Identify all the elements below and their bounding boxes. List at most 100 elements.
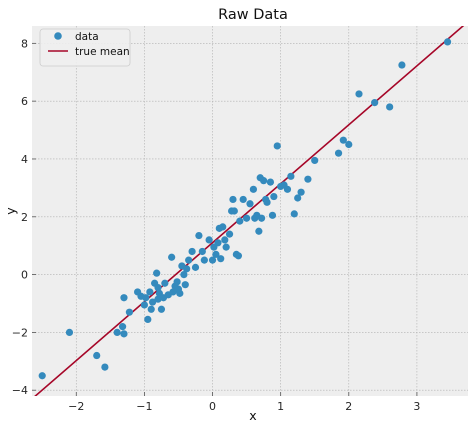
data-point	[157, 305, 166, 313]
y-tick-label: −2	[12, 326, 28, 339]
data-point	[260, 177, 268, 185]
data-point	[214, 239, 222, 247]
data-point	[212, 250, 220, 258]
x-tick-label: −1	[136, 400, 152, 413]
data-point	[263, 198, 271, 206]
data-point	[297, 188, 305, 196]
data-point	[339, 136, 347, 144]
data-point	[283, 185, 292, 193]
data-point	[191, 263, 200, 271]
chart-title: Raw Data	[218, 7, 288, 23]
data-point	[230, 207, 238, 215]
y-axis-label: y	[3, 207, 18, 215]
data-point	[222, 243, 230, 251]
data-point	[119, 323, 127, 331]
y-tick-label: 2	[21, 211, 28, 224]
x-tick-label: 3	[413, 400, 420, 413]
data-point	[168, 253, 176, 261]
data-point	[311, 156, 319, 165]
data-point	[398, 61, 406, 69]
data-point	[93, 351, 101, 360]
y-tick-label: 4	[21, 153, 28, 166]
true-mean-series	[34, 26, 465, 396]
data-point	[185, 256, 193, 264]
data-point	[181, 281, 189, 289]
data-point	[270, 192, 278, 201]
legend-true-mean-label: true mean	[75, 46, 130, 58]
legend-box	[39, 28, 131, 67]
data-point	[345, 140, 353, 149]
data-point	[249, 185, 258, 193]
data-point	[236, 217, 244, 225]
data-point	[180, 270, 188, 279]
data-point	[242, 214, 251, 222]
data-point	[65, 328, 74, 337]
data-point	[386, 103, 394, 111]
data-point	[154, 295, 162, 303]
data-point	[161, 279, 169, 287]
data-point	[183, 265, 191, 273]
y-tick-label: 8	[21, 37, 28, 50]
data-point	[273, 142, 281, 150]
data-point	[371, 99, 379, 107]
data-point	[146, 288, 154, 296]
data-point	[229, 195, 237, 204]
data-point	[125, 308, 134, 316]
data-point	[173, 278, 181, 286]
data-point	[195, 231, 203, 240]
data-point	[219, 223, 227, 231]
data-point	[225, 230, 234, 238]
data-point	[101, 363, 109, 371]
legend: data true mean	[39, 28, 131, 67]
data-point	[334, 149, 343, 157]
data-point	[176, 289, 184, 297]
data-point	[234, 252, 243, 260]
data-point	[246, 200, 254, 208]
x-tick-label: 1	[277, 400, 284, 413]
data-point	[120, 330, 128, 338]
data-series	[38, 38, 452, 380]
data-point	[113, 328, 121, 337]
y-tick-labels: −4 −2 0 2 4 6 8	[12, 37, 28, 397]
data-point	[144, 315, 152, 323]
data-point	[257, 214, 266, 222]
data-point	[169, 288, 177, 296]
data-point	[142, 294, 150, 302]
data-point	[208, 256, 217, 264]
x-tick-label: −2	[68, 400, 84, 413]
y-tick-label: 6	[21, 95, 28, 108]
y-tick-label: 0	[21, 269, 28, 282]
data-point	[268, 211, 277, 219]
data-point	[140, 301, 149, 309]
data-point	[217, 255, 225, 263]
tick-marks	[32, 42, 418, 396]
data-point	[287, 172, 295, 180]
data-point	[443, 38, 452, 46]
true-mean-line	[34, 26, 465, 396]
data-point	[304, 175, 312, 183]
plot-area	[32, 26, 468, 396]
data-point	[266, 178, 275, 186]
data-point	[148, 298, 157, 306]
data-point	[188, 247, 196, 256]
data-point	[239, 195, 247, 204]
data-point	[205, 236, 213, 244]
data-point	[355, 90, 363, 98]
data-point	[154, 284, 162, 292]
data-point	[255, 227, 263, 235]
data-point	[120, 294, 128, 302]
data-point	[147, 305, 155, 313]
legend-data-marker	[54, 32, 62, 40]
grid	[32, 26, 468, 396]
x-tick-label: 2	[345, 400, 352, 413]
data-point	[200, 256, 208, 264]
data-point	[38, 372, 46, 380]
x-tick-labels: −2 −1 0 1 2 3	[68, 400, 420, 413]
x-tick-label: 0	[209, 400, 216, 413]
x-axis-label: x	[249, 408, 256, 423]
data-point	[290, 210, 298, 218]
data-point	[153, 269, 161, 277]
data-point	[198, 247, 206, 256]
y-tick-label: −4	[12, 384, 28, 397]
